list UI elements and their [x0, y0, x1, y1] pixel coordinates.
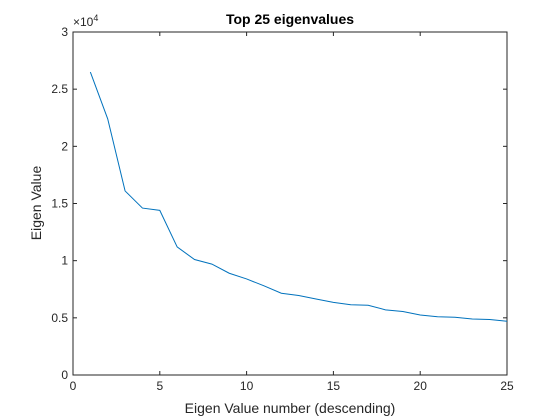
y-tick-label: 0 [61, 368, 68, 382]
y-axis-exponent: ×104 [73, 13, 98, 29]
y-axis-ticks: 0 0.5 1 1.5 2 2.5 3 [51, 25, 507, 382]
y-tick-label: 1 [61, 254, 68, 268]
y-tick-label: 0.5 [51, 311, 68, 325]
y-tick-label: 2.5 [51, 82, 68, 96]
y-tick-label: 1.5 [51, 197, 68, 211]
x-tick-label: 15 [327, 379, 341, 393]
x-axis-label: Eigen Value number (descending) [185, 400, 396, 416]
y-tick-label: 2 [61, 139, 68, 153]
x-tick-label: 25 [500, 379, 514, 393]
x-tick-label: 0 [70, 379, 77, 393]
x-axis-ticks: 0 5 10 15 20 25 [70, 32, 514, 393]
x-tick-label: 5 [156, 379, 163, 393]
chart-title: Top 25 eigenvalues [226, 11, 354, 27]
x-tick-label: 10 [240, 379, 254, 393]
y-axis-label: Eigen Value [28, 166, 44, 241]
y-tick-label: 3 [61, 25, 68, 39]
x-tick-label: 20 [414, 379, 428, 393]
y-axis-exponent-base: ×10 [73, 15, 94, 29]
series-group [89, 71, 508, 322]
y-axis-exponent-power: 4 [93, 13, 98, 23]
plot-area [72, 31, 508, 376]
